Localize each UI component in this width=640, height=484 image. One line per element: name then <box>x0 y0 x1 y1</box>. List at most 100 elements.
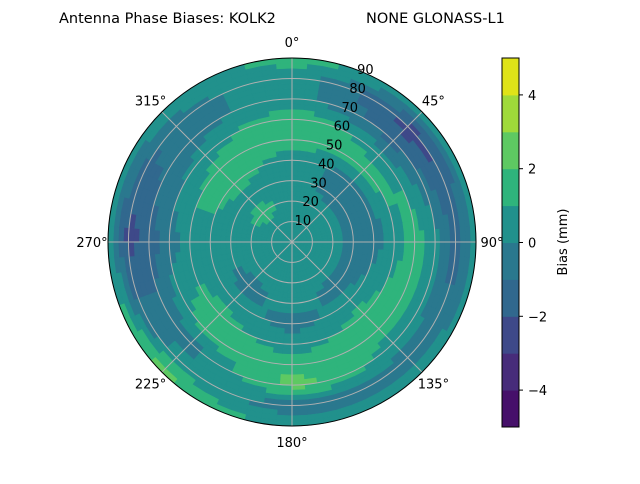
contour-cell <box>292 288 296 293</box>
contour-cell <box>241 242 246 246</box>
theta-tick-label: 270° <box>76 236 107 251</box>
contour-cell <box>190 233 195 242</box>
contour-cell <box>285 160 292 165</box>
contour-cell <box>279 390 292 396</box>
contour-cell <box>283 191 288 197</box>
contour-cell <box>424 230 430 242</box>
contour-cell <box>292 130 302 136</box>
contour-cell <box>277 68 292 74</box>
contour-cell <box>440 229 446 242</box>
contour-cell <box>236 237 241 242</box>
contour-cell <box>292 339 301 344</box>
contour-cell <box>292 155 300 160</box>
contour-cell <box>292 395 306 401</box>
contour-cell <box>292 181 297 186</box>
contour-cell <box>278 395 292 401</box>
contour-cell <box>379 242 384 250</box>
contour-cell <box>205 242 210 250</box>
contour-cell <box>277 410 292 416</box>
contour-cell <box>134 242 140 256</box>
contour-cell <box>292 334 300 339</box>
contour-cell <box>384 242 389 250</box>
contour-cell <box>174 232 180 242</box>
contour-cell <box>292 104 304 110</box>
contour-cell <box>292 140 301 145</box>
contour-cell <box>292 84 306 90</box>
contour-cell <box>404 232 410 242</box>
contour-cell <box>292 145 300 150</box>
contour-cell <box>284 323 292 328</box>
contour-cell <box>280 109 292 115</box>
contour-cell <box>284 334 292 339</box>
colorbar-tick-label: 0 <box>528 237 536 252</box>
contour-cell <box>460 242 466 257</box>
contour-cell <box>284 150 292 155</box>
theta-tick-label: 135° <box>418 377 449 392</box>
contour-cell <box>280 374 292 380</box>
colorbar-segment <box>502 279 519 316</box>
contour-cell <box>399 242 405 252</box>
contour-cell <box>280 104 292 110</box>
colorbar-label: Bias (mm) <box>556 209 571 276</box>
contour-cell <box>154 242 160 254</box>
colorbar-segment <box>502 316 519 353</box>
contour-cell <box>389 233 394 242</box>
contour-cell <box>292 318 299 323</box>
contour-cell <box>139 229 145 242</box>
contour-cell <box>292 323 300 328</box>
contour-cell <box>384 234 389 242</box>
contour-cell <box>399 232 405 242</box>
contour-cell <box>220 236 225 242</box>
contour-cell <box>288 191 292 196</box>
colorbar-tick-label: 4 <box>528 89 536 104</box>
contour-cell <box>286 170 292 175</box>
contour-cell <box>284 329 292 334</box>
contour-cell <box>363 242 368 249</box>
contour-cell <box>287 186 292 191</box>
radial-tick-label: 40 <box>318 157 335 172</box>
contour-cell <box>236 242 241 247</box>
contour-cell <box>282 349 292 355</box>
radial-tick-label: 80 <box>349 82 366 97</box>
contour-cell <box>210 242 215 249</box>
colorbar-tick-label: −2 <box>528 310 547 325</box>
contour-cell <box>231 242 236 247</box>
contour-cell <box>296 292 301 298</box>
contour-cell <box>292 293 297 298</box>
contour-cell <box>226 242 231 248</box>
theta-tick-label: 0° <box>285 36 300 51</box>
contour-cell <box>283 339 292 344</box>
contour-cell <box>159 230 165 242</box>
contour-cell <box>292 303 298 308</box>
colorbar-tick-label: −4 <box>528 384 547 399</box>
contour-cell <box>292 89 305 95</box>
contour-cell <box>154 230 160 242</box>
contour-cell <box>118 227 124 242</box>
contour-cell <box>292 170 298 175</box>
contour-cell <box>286 176 292 181</box>
theta-tick-label: 45° <box>422 95 445 110</box>
contour-cell <box>292 329 300 334</box>
contour-cell <box>358 242 363 248</box>
radial-tick-label: 10 <box>295 214 312 229</box>
contour-cell <box>292 176 298 181</box>
contour-cell <box>292 109 304 115</box>
contour-cell <box>292 165 299 170</box>
contour-cell <box>287 293 292 298</box>
contour-cell <box>368 235 373 242</box>
colorbar-segment <box>502 390 519 427</box>
chart-title-signal: NONE GLONASS-L1 <box>366 11 505 27</box>
contour-cell <box>292 124 302 130</box>
contour-cell <box>285 313 292 318</box>
contour-cell <box>337 233 343 238</box>
colorbar-segment <box>502 132 519 169</box>
contour-cell <box>284 145 292 150</box>
contour-cell <box>288 196 292 201</box>
contour-cell <box>283 140 292 145</box>
contour-cell <box>348 237 353 242</box>
radial-tick-label: 90 <box>357 63 374 78</box>
colorbar-segment <box>502 243 519 280</box>
contour-cell <box>373 234 378 242</box>
contour-cell <box>363 235 368 242</box>
